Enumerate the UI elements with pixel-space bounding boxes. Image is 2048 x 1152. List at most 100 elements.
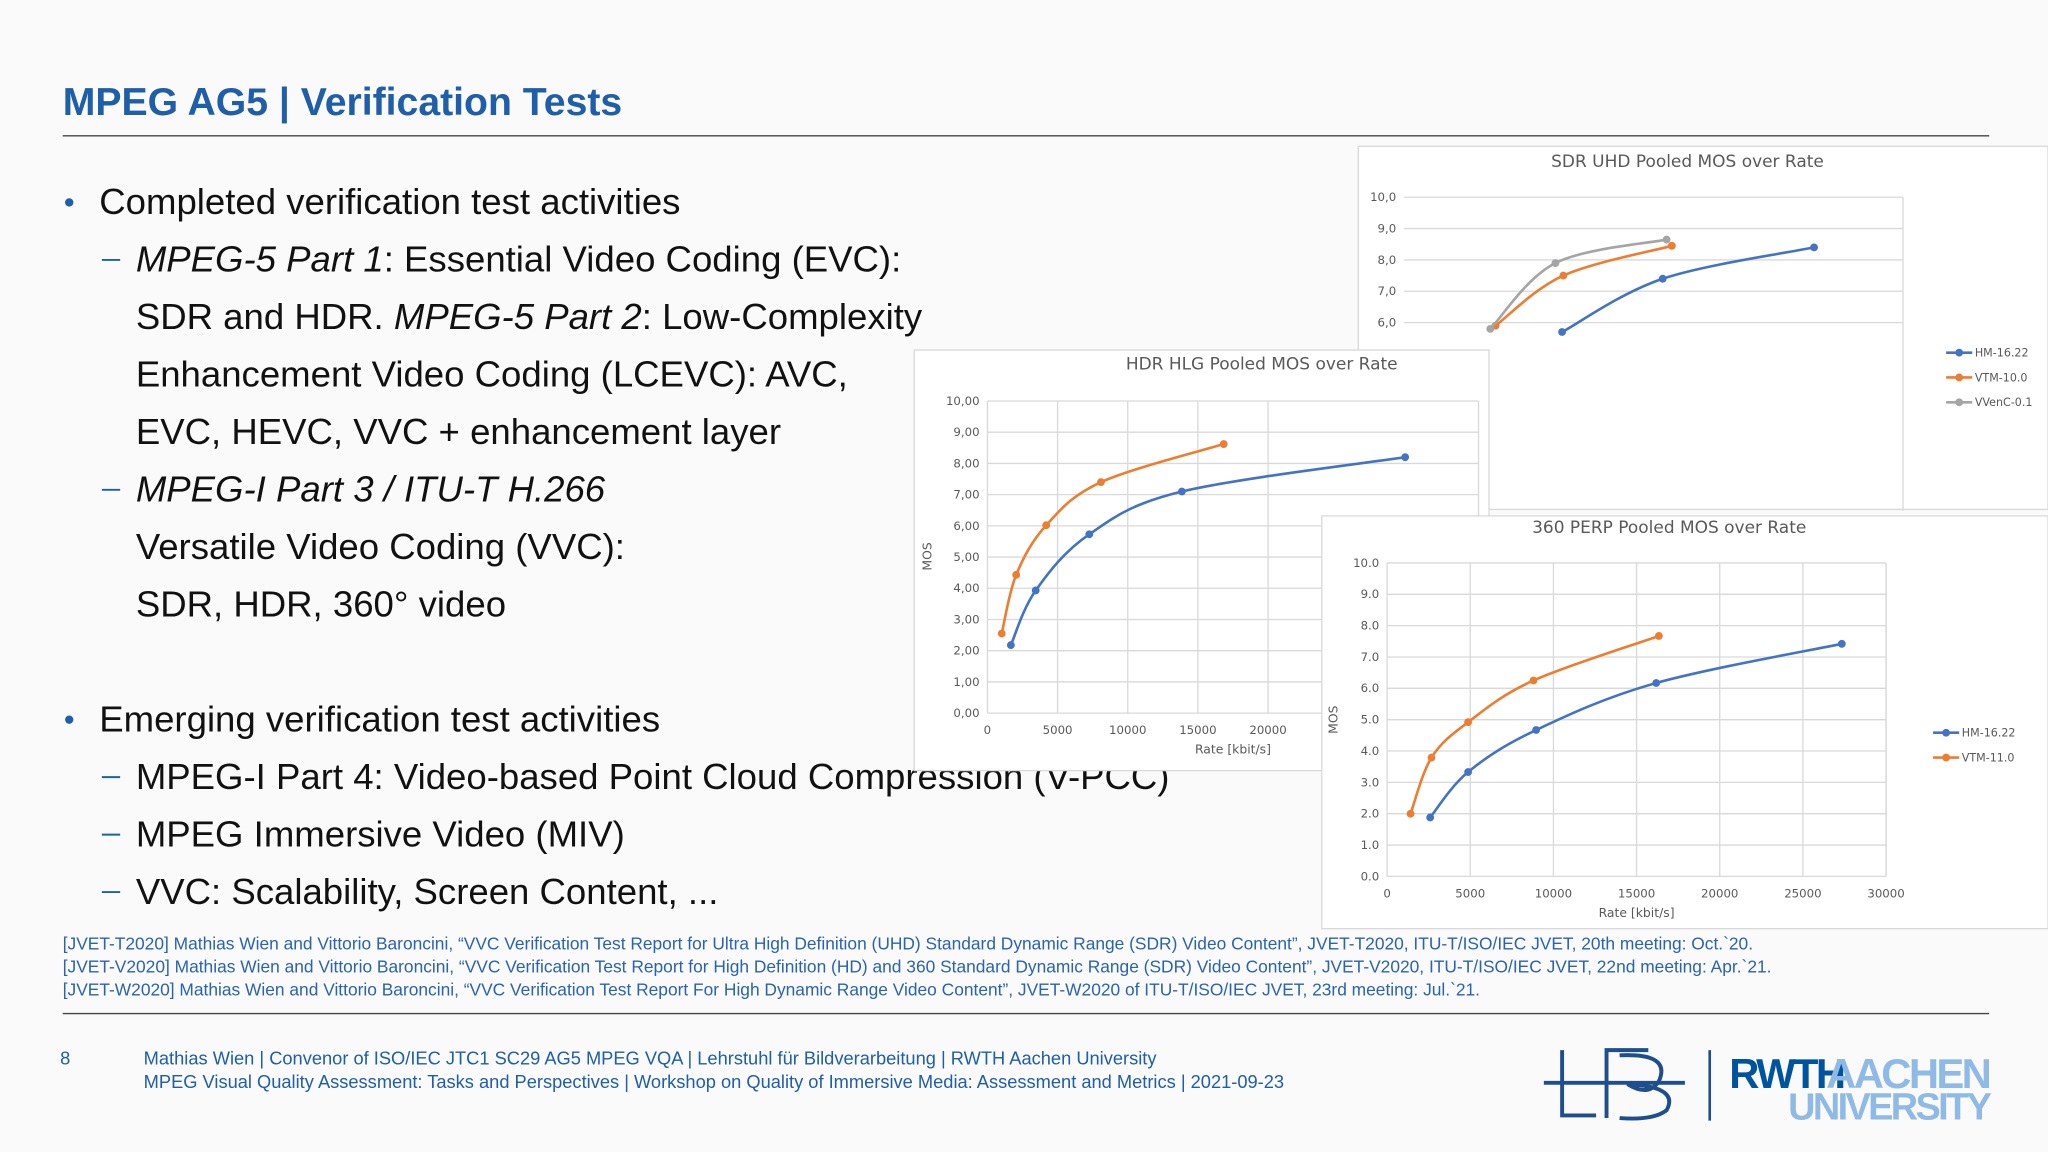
data-point	[1662, 235, 1671, 244]
y-tick-label: 3.0	[1361, 775, 1380, 789]
series-line	[1000, 442, 1225, 634]
y-tick-label: 9,00	[953, 425, 979, 439]
text-run: SDR, HDR, 360° video	[136, 583, 506, 624]
y-tick-label: 2.0	[1361, 807, 1380, 821]
y-tick-label: 1,00	[953, 675, 979, 689]
logo-stroke	[1604, 1048, 1672, 1121]
data-point	[1551, 259, 1560, 267]
data-point	[1559, 271, 1568, 280]
chart-frame	[1321, 515, 2048, 930]
data-point	[1558, 328, 1566, 336]
data-point	[1426, 813, 1435, 822]
data-point	[1012, 570, 1021, 579]
legend-label: VVenC-0.1	[1975, 396, 2033, 409]
y-tick-label: 6.0	[1361, 681, 1380, 695]
logo-rwth: RWTH	[1729, 1050, 1844, 1097]
legend-label: HM-16.22	[1975, 347, 2029, 360]
bullet-dot	[65, 715, 74, 724]
footer-line: MPEG Visual Quality Assessment: Tasks an…	[144, 1071, 1284, 1092]
x-tick-label: 20000	[1701, 886, 1738, 900]
text-run: : Low-Complexity	[642, 296, 923, 337]
y-tick-label: 8,00	[953, 456, 979, 470]
data-point	[1006, 641, 1015, 650]
y-tick-label: 6,00	[953, 519, 979, 533]
data-point	[1031, 586, 1040, 595]
text-run: VVC: Scalability, Screen Content, ...	[136, 871, 719, 912]
y-tick-label: 0,00	[953, 706, 979, 720]
text-run: : Essential Video Coding (EVC):	[384, 239, 902, 280]
legend-label: VTM-10.0	[1975, 371, 2028, 384]
y-tick-label: 8.0	[1361, 619, 1380, 633]
text-run: MPEG-5 Part 2	[394, 296, 642, 337]
chart-title: SDR UHD Pooled MOS over Rate	[1551, 152, 1824, 172]
x-tick-label: 15000	[1618, 886, 1655, 900]
sub-line: SDR, HDR, 360° video	[136, 583, 506, 624]
reference: [JVET-W2020] Mathias Wien and Vittorio B…	[63, 979, 1480, 999]
sub-line: Versatile Video Coding (VVC):	[136, 526, 625, 567]
y-tick-label: 9,0	[1378, 221, 1397, 235]
data-point	[1042, 521, 1051, 530]
data-point	[997, 629, 1006, 638]
logo-university: UNIVERSITY	[1788, 1086, 1991, 1128]
sub-line: MPEG Immersive Video (MIV)	[136, 813, 625, 854]
x-tick-label: 0	[1383, 886, 1390, 900]
logo-aachen: AACHEN	[1826, 1050, 1989, 1097]
logo-stroke	[1543, 1050, 1685, 1118]
y-tick-label: 10,0	[1370, 190, 1396, 204]
x-tick-label: 15000	[1179, 723, 1216, 737]
data-point	[1097, 478, 1105, 487]
legend-marker	[1955, 373, 1964, 382]
y-tick-label: 7,00	[953, 488, 979, 502]
y-tick-label: 3,00	[953, 612, 979, 626]
legend-label: HM-16.22	[1962, 727, 2016, 740]
x-tick-label: 30000	[1867, 886, 1904, 900]
chart-title: 360 PERP Pooled MOS over Rate	[1532, 518, 1806, 538]
sub-line: SDR and HDR. MPEG-5 Part 2: Low-Complexi…	[136, 296, 923, 337]
y-tick-label: 7.0	[1361, 650, 1380, 664]
data-point	[1085, 530, 1094, 539]
y-tick-label: 6,0	[1378, 316, 1397, 330]
y-tick-label: 0.0	[1361, 869, 1380, 883]
data-point	[1667, 241, 1676, 250]
legend-label: VTM-11.0	[1962, 751, 2015, 764]
text-run: MPEG-I Part 3 / ITU-T H.266	[136, 469, 606, 510]
bullet-text: Emerging verification test activities	[99, 698, 660, 739]
x-tick-label: 5000	[1043, 723, 1073, 737]
text-run: MPEG-5 Part 1	[136, 239, 384, 280]
y-tick-label: 5.0	[1361, 713, 1380, 727]
text-run: MPEG Immersive Video (MIV)	[136, 813, 625, 854]
text-run: Enhancement Video Coding (LCEVC): AVC,	[136, 354, 848, 395]
data-point	[1652, 679, 1661, 687]
x-tick-label: 25000	[1784, 886, 1821, 900]
data-point	[1427, 753, 1436, 762]
data-point	[1532, 726, 1541, 734]
reference: [JVET-T2020] Mathias Wien and Vittorio B…	[63, 934, 1753, 954]
y-tick-label: 10.0	[1353, 556, 1379, 570]
legend-marker	[1942, 753, 1951, 762]
data-point	[1837, 639, 1846, 648]
y-tick-label: 8,0	[1378, 253, 1397, 267]
y-tick-label: 7,0	[1378, 284, 1397, 298]
legend-marker	[1942, 728, 1951, 737]
legend-marker	[1955, 398, 1964, 407]
y-tick-label: 4.0	[1361, 744, 1380, 758]
footer-line: Mathias Wien | Convenor of ISO/IEC JTC1 …	[144, 1047, 1158, 1068]
sub-line: MPEG-5 Part 1: Essential Video Coding (E…	[136, 239, 901, 280]
chart: HDR HLG Pooled MOS over Rate 0,00 1,00 2,00…	[913, 349, 1490, 772]
x-tick-label: 20000	[1249, 723, 1286, 737]
sub-line: MPEG-I Part 3 / ITU-T H.266	[136, 469, 606, 510]
x-tick-label: 0	[984, 723, 991, 737]
data-point	[1486, 324, 1495, 333]
x-tick-label: 10000	[1109, 723, 1146, 737]
data-point	[1658, 274, 1667, 283]
chart: 360 PERP Pooled MOS over Rate 0.0 1.0 2.0 3.…	[1321, 515, 2048, 930]
x-axis-label: Rate [kbit/s]	[1195, 742, 1271, 757]
y-tick-label: 9.0	[1361, 587, 1380, 601]
data-point	[1464, 718, 1473, 727]
x-tick-label: 10000	[1535, 886, 1572, 900]
y-tick-label: 10,00	[946, 394, 980, 408]
body-text: Completed verification test activities MP…	[65, 181, 1170, 912]
y-tick-label: 4,00	[953, 581, 979, 595]
text-run: Versatile Video Coding (VVC):	[136, 526, 625, 567]
